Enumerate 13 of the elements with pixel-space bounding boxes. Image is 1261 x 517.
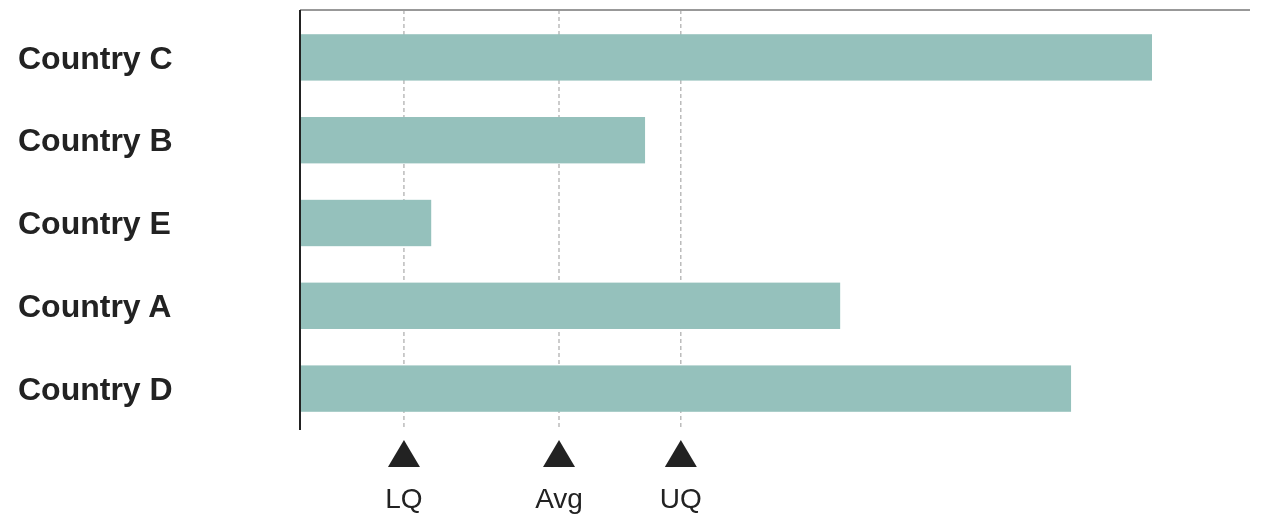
ref-line-label: LQ (385, 483, 423, 514)
y-tick-label: Country A (18, 288, 172, 324)
bar (300, 117, 646, 164)
y-tick-label: Country B (18, 122, 173, 159)
y-tick-label: Country C (18, 39, 173, 76)
bar (300, 282, 841, 329)
y-tick-label: Country D (18, 370, 173, 407)
ref-line-label: Avg (535, 483, 583, 514)
bar (300, 34, 1152, 81)
ref-line-label: UQ (659, 483, 702, 514)
bar (300, 365, 1072, 412)
bar (300, 199, 432, 247)
y-tick-label: Country E (18, 205, 171, 242)
